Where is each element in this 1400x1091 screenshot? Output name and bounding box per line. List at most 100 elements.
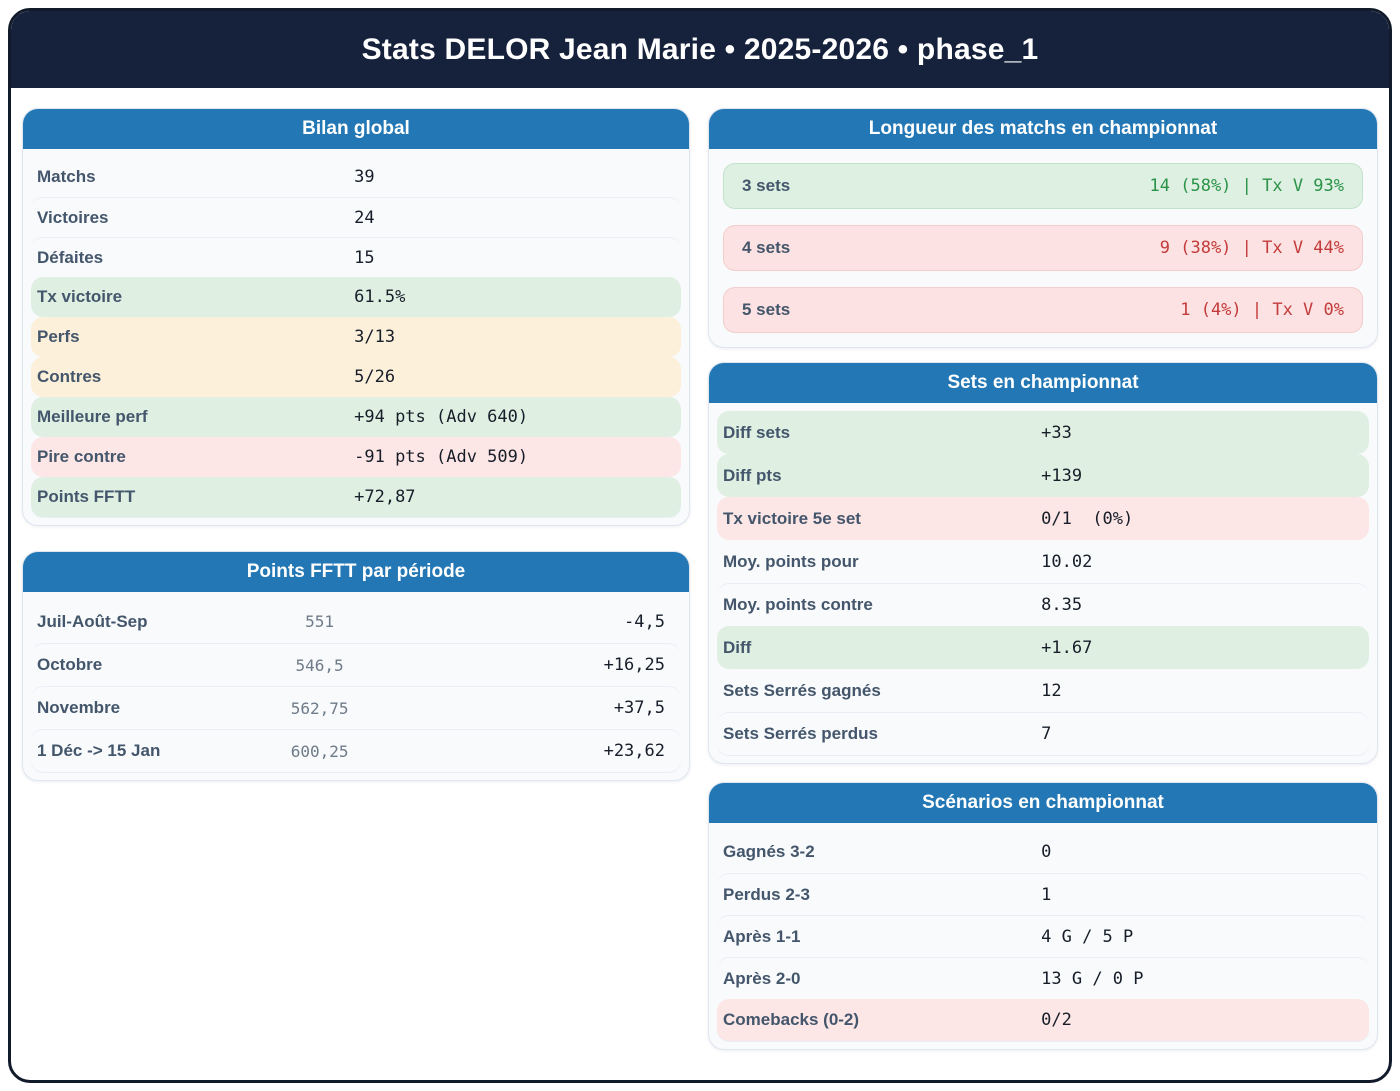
row-value: +1.67 xyxy=(1041,637,1093,658)
table-row: Diff +1.67 xyxy=(717,626,1369,669)
table-row: Diff pts +139 xyxy=(717,454,1369,497)
row-label: Tx victoire xyxy=(37,287,123,306)
row-label: Sets Serrés perdus xyxy=(723,724,878,743)
row-label: Victoires xyxy=(37,207,109,227)
table-row: Sets Serrés perdus 7 xyxy=(717,712,1369,755)
left-column: Bilan global Matchs 39 Victoires 24 Défa… xyxy=(22,108,690,1050)
period-label: 1 Déc -> 15 Jan xyxy=(37,741,161,760)
table-row: Tx victoire 5e set 0/1 (0%) xyxy=(717,497,1369,540)
table-row: Points FFTT +72,87 xyxy=(31,477,681,517)
period-points: 600,25 xyxy=(290,741,349,761)
table-row: Moy. points contre 8.35 xyxy=(717,583,1369,626)
table-row: Octobre 546,5 +16,25 xyxy=(31,643,681,686)
row-value: +33 xyxy=(1041,422,1072,443)
app-header: Stats DELOR Jean Marie • 2025-2026 • pha… xyxy=(11,11,1389,88)
row-value: 13 G / 0 P xyxy=(1041,968,1144,989)
panel-longueur-matchs: Longueur des matchs en championnat 3 set… xyxy=(708,108,1378,348)
panel-bilan-title: Bilan global xyxy=(23,109,689,149)
table-row: Défaites 15 xyxy=(31,237,681,277)
table-row: 1 Déc -> 15 Jan 600,25 +23,62 xyxy=(31,729,681,772)
card-label: 3 sets xyxy=(742,176,791,195)
period-points: 562,75 xyxy=(290,698,349,718)
row-value: 10.02 xyxy=(1041,551,1093,572)
table-row: Matchs 39 xyxy=(31,157,681,197)
table-row: Diff sets +33 xyxy=(717,411,1369,454)
panel-scenarios-championnat: Scénarios en championnat Gagnés 3-2 0 Pe… xyxy=(708,782,1378,1050)
bilan-rows: Matchs 39 Victoires 24 Défaites 15 Tx vi… xyxy=(23,149,689,525)
row-value: 3/13 xyxy=(354,327,396,347)
row-label: Pire contre xyxy=(37,447,126,466)
row-label: Après 2-0 xyxy=(723,968,801,988)
table-row: Perfs 3/13 xyxy=(31,317,681,357)
row-value: 7 xyxy=(1041,724,1052,744)
period-delta: +37,5 xyxy=(613,698,665,718)
table-row: Pire contre -91 pts (Adv 509) xyxy=(31,437,681,477)
row-label: Moy. points contre xyxy=(723,595,873,614)
period-delta: -4,5 xyxy=(624,611,665,632)
period-delta: +23,62 xyxy=(603,741,665,761)
card-label: 5 sets xyxy=(742,300,791,319)
panel-sets-championnat: Sets en championnat Diff sets +33 Diff p… xyxy=(708,362,1378,764)
period-points: 546,5 xyxy=(295,655,344,675)
table-row: Meilleure perf +94 pts (Adv 640) xyxy=(31,397,681,437)
row-value: 5/26 xyxy=(354,367,396,387)
table-row: Tx victoire 61.5% xyxy=(31,277,681,317)
periodes-rows: Juil-Août-Sep 551 -4,5 Octobre 546,5 +16… xyxy=(23,592,689,780)
table-row: Après 1-1 4 G / 5 P xyxy=(717,915,1369,957)
table-row: Perdus 2-3 1 xyxy=(717,873,1369,915)
period-label: Juil-Août-Sep xyxy=(37,611,148,631)
row-label: Perdus 2-3 xyxy=(723,884,810,904)
match-length-card: 5 sets 1 (4%) | Tx V 0% xyxy=(723,287,1363,333)
row-value: 61.5% xyxy=(354,287,406,307)
panel-longueur-title: Longueur des matchs en championnat xyxy=(709,109,1377,149)
row-value: +139 xyxy=(1041,465,1083,486)
row-label: Meilleure perf xyxy=(37,407,148,426)
card-value: 9 (38%) | Tx V 44% xyxy=(1159,238,1344,258)
row-label: Matchs xyxy=(37,167,96,186)
longueur-cards: 3 sets 14 (58%) | Tx V 93% 4 sets 9 (38%… xyxy=(709,149,1377,347)
row-label: Diff pts xyxy=(723,465,782,485)
page-title: Stats DELOR Jean Marie • 2025-2026 • pha… xyxy=(361,32,1039,66)
row-value: 4 G / 5 P xyxy=(1041,926,1134,947)
row-value: 0/2 xyxy=(1041,1010,1072,1030)
sets-rows: Diff sets +33 Diff pts +139 Tx victoire … xyxy=(709,403,1377,763)
row-value: 12 xyxy=(1041,680,1062,701)
row-value: +94 pts (Adv 640) xyxy=(354,407,529,427)
period-label: Novembre xyxy=(37,698,121,717)
panel-sets-title: Sets en championnat xyxy=(709,363,1377,403)
row-label: Perfs xyxy=(37,327,80,346)
table-row: Comebacks (0-2) 0/2 xyxy=(717,999,1369,1041)
row-value: 24 xyxy=(354,207,375,228)
row-label: Comebacks (0-2) xyxy=(723,1010,860,1029)
card-label: 4 sets xyxy=(742,238,791,257)
panel-bilan-global: Bilan global Matchs 39 Victoires 24 Défa… xyxy=(22,108,690,526)
row-label: Sets Serrés gagnés xyxy=(723,680,881,700)
row-value: 8.35 xyxy=(1041,595,1083,615)
table-row: Après 2-0 13 G / 0 P xyxy=(717,957,1369,999)
panel-periodes-title: Points FFTT par période xyxy=(23,552,689,592)
row-value: +72,87 xyxy=(354,487,416,507)
row-label: Défaites xyxy=(37,247,104,267)
match-length-card: 4 sets 9 (38%) | Tx V 44% xyxy=(723,225,1363,271)
table-row: Juil-Août-Sep 551 -4,5 xyxy=(31,600,681,643)
card-value: 1 (4%) | Tx V 0% xyxy=(1180,300,1344,320)
row-label: Diff sets xyxy=(723,422,791,442)
row-value: 39 xyxy=(354,167,375,187)
card-value: 14 (58%) | Tx V 93% xyxy=(1149,176,1344,196)
row-label: Diff xyxy=(723,637,752,657)
panel-scenarios-title: Scénarios en championnat xyxy=(709,783,1377,823)
period-points: 551 xyxy=(305,612,335,631)
table-row: Sets Serrés gagnés 12 xyxy=(717,669,1369,712)
right-column: Longueur des matchs en championnat 3 set… xyxy=(708,108,1378,1050)
content-area: Bilan global Matchs 39 Victoires 24 Défa… xyxy=(11,88,1389,1050)
row-label: Moy. points pour xyxy=(723,551,859,571)
match-length-card: 3 sets 14 (58%) | Tx V 93% xyxy=(723,163,1363,209)
panel-points-fftt-periode: Points FFTT par période Juil-Août-Sep 55… xyxy=(22,551,690,781)
row-label: Contres xyxy=(37,367,102,386)
row-label: Tx victoire 5e set xyxy=(723,508,861,528)
row-label: Points FFTT xyxy=(37,487,136,506)
row-value: -91 pts (Adv 509) xyxy=(354,447,529,467)
period-delta: +16,25 xyxy=(603,655,665,675)
row-value: 0 xyxy=(1041,842,1052,862)
table-row: Victoires 24 xyxy=(31,197,681,237)
